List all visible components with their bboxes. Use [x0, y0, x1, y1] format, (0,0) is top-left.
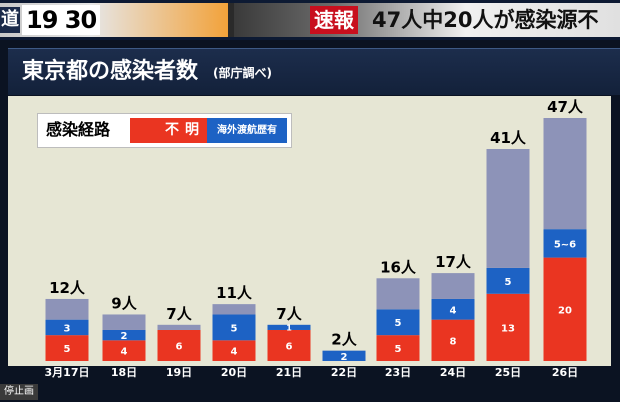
- bar-segment-1-0: [102, 340, 146, 361]
- bar-segment-8-1: [486, 267, 530, 294]
- bar-segment-0-0: [45, 335, 89, 361]
- x-tick-label: 20日: [221, 366, 247, 379]
- x-tick-label: 23日: [385, 366, 411, 379]
- bar-total-label: 7人: [166, 305, 192, 323]
- bar-segment-6-1: [376, 309, 420, 336]
- bar-total-label: 11人: [216, 284, 253, 302]
- bar-total-label: 12人: [49, 279, 86, 297]
- bar-segment-6-0: [376, 335, 420, 361]
- chart-title: 東京都の感染者数: [22, 59, 199, 84]
- segment-value-label: 6: [176, 341, 183, 352]
- bar-segment-4-0: [267, 329, 311, 361]
- segment-value-label: 5: [395, 318, 402, 329]
- segment-value-label: 20: [558, 305, 572, 316]
- breaking-news-badge: 速報: [310, 6, 358, 34]
- segment-value-label: 3: [64, 323, 71, 334]
- segment-value-label: 4: [231, 347, 238, 358]
- bar-segment-8-0: [486, 293, 530, 361]
- bar-segment-7-1: [431, 298, 475, 320]
- program-name: 道: [0, 7, 20, 33]
- footer-bar: [0, 382, 620, 402]
- bar-segment-7-2: [431, 273, 475, 299]
- x-tick-label: 21日: [276, 366, 302, 379]
- news-ticker: 速報 47人中20人が感染源不: [234, 3, 620, 37]
- bar-segment-9-2: [543, 118, 587, 230]
- segment-value-label: 4: [450, 305, 457, 316]
- segment-value-label: 5: [505, 277, 512, 288]
- bar-total-label: 2人: [331, 331, 357, 349]
- segment-value-label: 2: [341, 352, 348, 363]
- segment-value-label: 4: [121, 347, 128, 358]
- legend-title: 感染経路: [46, 120, 111, 139]
- segment-value-label: 1: [286, 323, 292, 332]
- x-tick-label: 22日: [331, 366, 357, 379]
- bar-segment-5-1: [322, 350, 366, 361]
- x-tick-label: 3月17日: [45, 366, 90, 379]
- bar-segment-3-0: [212, 340, 256, 361]
- chart-title-bar: 東京都の感染者数 (部庁調べ): [8, 48, 620, 95]
- program-time: 19 30: [22, 5, 101, 35]
- bar-total-label: 47人: [547, 98, 584, 116]
- bar-segment-6-2: [376, 278, 420, 310]
- banner-divider: [228, 3, 234, 37]
- pause-indicator: 停止画: [0, 384, 38, 400]
- segment-value-label: 5: [231, 323, 238, 334]
- bar-segment-4-1: [267, 324, 311, 330]
- bar-total-label: 9人: [111, 294, 137, 312]
- bar-segment-9-1: [543, 229, 587, 258]
- segment-value-label: 13: [501, 323, 515, 334]
- legend-item-overseas: 海外渡航歴有: [207, 118, 287, 143]
- bar-segment-1-1: [102, 329, 146, 341]
- segment-value-label: 8: [450, 336, 457, 347]
- segment-value-label: 6: [286, 341, 293, 352]
- bar-segment-0-1: [45, 319, 89, 336]
- bar-total-label: 7人: [276, 305, 302, 323]
- bar-segment-2-2: [157, 324, 201, 330]
- segment-value-label: 5: [64, 344, 71, 355]
- x-tick-label: 24日: [440, 366, 466, 379]
- segment-value-label: 5~6: [554, 239, 576, 250]
- chart-subtitle: (部庁調べ): [213, 66, 272, 80]
- bar-segment-2-0: [157, 329, 201, 361]
- top-banner: 道 19 30 速報 47人中20人が感染源不: [0, 0, 620, 40]
- news-headline: 47人中20人が感染源不: [372, 8, 599, 32]
- program-logo: 道 19 30: [0, 3, 228, 37]
- bar-total-label: 41人: [490, 129, 527, 147]
- x-tick-label: 25日: [495, 366, 521, 379]
- bar-segment-9-0: [543, 257, 587, 361]
- bar-segment-3-1: [212, 314, 256, 341]
- bar-total-label: 16人: [380, 258, 417, 276]
- bar-segment-0-2: [45, 298, 89, 320]
- x-tick-label: 18日: [111, 366, 137, 379]
- bar-segment-8-2: [486, 149, 530, 268]
- chart-legend: 感染経路 不明 海外渡航歴有: [37, 113, 292, 148]
- segment-value-label: 5: [395, 344, 402, 355]
- bar-segment-7-0: [431, 319, 475, 361]
- bar-segment-1-2: [102, 314, 146, 330]
- x-tick-label: 19日: [166, 366, 192, 379]
- x-tick-label: 26日: [552, 366, 578, 379]
- segment-value-label: 2: [121, 331, 128, 342]
- bar-segment-3-2: [212, 304, 256, 315]
- bar-total-label: 17人: [435, 253, 472, 271]
